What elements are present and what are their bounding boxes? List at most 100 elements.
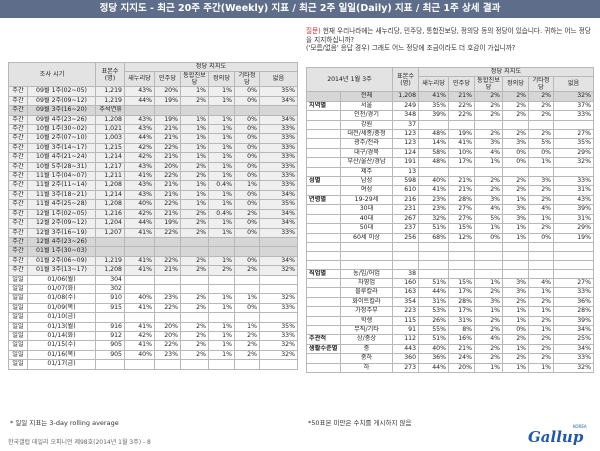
row-value: 21% <box>448 91 476 102</box>
row-segment: 학생 <box>339 315 394 327</box>
row-value <box>124 236 155 248</box>
row-value <box>124 274 155 285</box>
row-value: 2% <box>474 343 504 355</box>
row-value: 1% <box>208 171 235 182</box>
row-value: 0% <box>528 147 555 159</box>
row-value <box>553 166 595 178</box>
row-value <box>553 250 595 261</box>
row-value: 34% <box>553 343 595 355</box>
row-value: 1% <box>208 199 235 210</box>
row-value: 1% <box>180 152 209 163</box>
row-value: 1% <box>234 321 260 332</box>
col-sample-r: 표본수(명) <box>392 66 420 93</box>
row-value: 55% <box>418 324 450 336</box>
row-value: 21% <box>154 152 181 163</box>
row-value: 2% <box>234 349 260 361</box>
row-sample: 915 <box>95 302 125 314</box>
row-value: 33% <box>553 287 595 298</box>
row-value: 53% <box>418 306 450 317</box>
row-segment: 무직/기타 <box>339 324 394 336</box>
row-value <box>553 259 595 270</box>
row-period: 01/07(화) <box>27 283 96 295</box>
row-value <box>208 312 235 323</box>
row-sample: 256 <box>392 232 420 243</box>
row-value: 41% <box>124 340 155 351</box>
row-value: 44% <box>418 362 450 374</box>
col-party-3-r: 통합진보당 <box>474 76 504 93</box>
row-value: 21% <box>154 133 181 144</box>
row-value <box>234 105 260 116</box>
row-sample: 91 <box>392 324 420 336</box>
row-segment: 중하 <box>339 353 394 364</box>
row-value: 36% <box>418 353 450 364</box>
row-value: 2% <box>474 287 504 298</box>
row-period: 01/06(월) <box>27 274 96 285</box>
row-value <box>259 236 298 248</box>
row-type: 주간 <box>8 180 28 191</box>
row-type: 주간 <box>8 95 28 107</box>
row-type: 주간 <box>8 152 28 163</box>
row-type: 일일 <box>8 321 28 332</box>
row-value: 41% <box>448 138 476 149</box>
row-value: 0.4% <box>208 208 235 220</box>
row-value: 0% <box>234 124 260 135</box>
row-value: 1% <box>208 95 235 107</box>
row-sample: 237 <box>392 223 420 234</box>
row-value: 41% <box>418 91 450 102</box>
table-row: 대전/세종/충청 123 48% 19% 2% 2% 2% 27% <box>306 129 595 140</box>
row-value: 3% <box>502 138 530 149</box>
row-value: 41% <box>124 265 155 276</box>
row-segment: 중 <box>339 343 394 355</box>
row-value: 33% <box>259 152 298 163</box>
row-category <box>306 223 341 234</box>
row-value: 2% <box>474 324 504 336</box>
row-type: 주간 <box>8 199 28 210</box>
row-value: 51% <box>418 277 450 289</box>
row-sample: 1,214 <box>95 189 125 201</box>
row-sample: 38 <box>392 268 420 280</box>
row-value: 1% <box>474 223 504 234</box>
row-type: 일일 <box>8 340 28 351</box>
gallup-logo: Gallup <box>528 428 584 446</box>
row-value: 20% <box>154 321 181 332</box>
row-value: 1% <box>208 161 235 173</box>
row-value: 32% <box>259 265 298 276</box>
row-value: 20% <box>154 330 181 342</box>
row-value: 22% <box>154 171 181 182</box>
row-sample: 598 <box>392 176 420 187</box>
table-row: 주간 09월 2주(09~12) 1,219 44% 19% 2% 1% 0% 34% <box>8 95 298 107</box>
row-value <box>528 166 555 178</box>
row-value: 1% <box>502 232 530 243</box>
row-value: 22% <box>154 199 181 210</box>
row-value: 12% <box>448 232 476 243</box>
row-type: 일일 <box>8 283 28 295</box>
row-type: 일일 <box>8 312 28 323</box>
row-value <box>502 241 530 252</box>
col-party-3: 통합진보당 <box>180 71 209 88</box>
row-value: 1% <box>208 124 235 135</box>
table-row: 주간 10월 4주(21~24) 1,214 42% 21% 1% 1% 0% 33% <box>8 152 298 163</box>
row-value: 2% <box>208 265 235 276</box>
row-value: 44% <box>124 95 155 107</box>
row-value: 15% <box>448 277 476 289</box>
row-period: 01/17(금) <box>27 359 96 370</box>
row-value: 33% <box>259 133 298 144</box>
row-sample: 1,215 <box>95 142 125 154</box>
row-period: 09월 2주(09~12) <box>27 95 96 107</box>
row-value <box>528 241 555 252</box>
row-value: 2% <box>180 161 209 173</box>
row-value <box>259 246 298 257</box>
row-category: 연령별 <box>306 194 341 206</box>
row-value: 1% <box>208 218 235 229</box>
row-category <box>306 315 341 327</box>
row-value: 33% <box>259 161 298 173</box>
row-sample: 910 <box>95 293 125 304</box>
row-value: 28% <box>553 306 595 317</box>
row-type: 주간 <box>8 255 28 267</box>
row-period: 01/16(목) <box>27 349 96 361</box>
row-category <box>306 119 341 131</box>
row-value <box>234 283 260 295</box>
row-value: 0% <box>528 232 555 243</box>
row-sample: 1,208 <box>95 180 125 191</box>
row-value: 2% <box>502 100 530 112</box>
